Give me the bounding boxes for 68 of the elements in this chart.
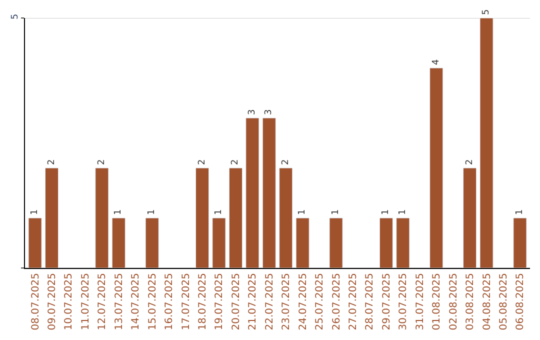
x-tick-label: 03.08.2025 xyxy=(465,273,476,330)
data-label: 1 xyxy=(398,209,408,215)
bar xyxy=(513,218,527,268)
bar xyxy=(262,118,276,268)
bar xyxy=(396,218,410,268)
data-label: 1 xyxy=(214,209,224,215)
data-label: 1 xyxy=(381,209,392,215)
data-label: 1 xyxy=(331,209,342,215)
x-tick-label: 23.07.2025 xyxy=(281,273,292,330)
bar xyxy=(28,218,42,268)
data-label: 2 xyxy=(280,159,291,165)
x-tick-label: 26.07.2025 xyxy=(331,273,342,330)
data-label: 2 xyxy=(96,159,107,165)
bar xyxy=(329,218,343,268)
x-tick-label: 14.07.2025 xyxy=(130,273,142,330)
x-tick-label: 24.07.2025 xyxy=(298,273,309,330)
x-tick-label: 08.07.2025 xyxy=(30,273,42,330)
x-tick-label: 13.07.2025 xyxy=(114,273,125,330)
bar xyxy=(44,168,59,268)
data-label: 1 xyxy=(114,209,124,215)
x-tick-label: 18.07.2025 xyxy=(198,273,208,330)
x-tick-label: 15.07.2025 xyxy=(147,273,158,330)
bar xyxy=(296,218,310,268)
bar xyxy=(279,168,293,268)
x-tick-label: 09.07.2025 xyxy=(47,273,58,330)
x-tick-label: 01.08.2025 xyxy=(432,273,443,330)
bar xyxy=(463,168,477,268)
x-tick-label: 12.07.2025 xyxy=(97,273,108,330)
x-tick-label: 19.07.2025 xyxy=(214,273,226,330)
data-label: 2 xyxy=(464,159,475,165)
bar xyxy=(95,168,109,268)
data-label: 1 xyxy=(147,209,158,215)
x-tick-label: 20.07.2025 xyxy=(230,273,242,330)
x-tick-label: 02.08.2025 xyxy=(448,273,460,330)
x-tick-label: 16.07.2025 xyxy=(164,273,176,330)
x-tick-label: 29.07.2025 xyxy=(381,273,392,330)
x-tick-label: 11.07.2025 xyxy=(80,273,92,330)
data-label: 2 xyxy=(197,159,208,165)
x-tick-label: 04.08.2025 xyxy=(482,273,493,330)
x-tick-label: 31.07.2025 xyxy=(414,273,426,330)
x-tick-label: 27.07.2025 xyxy=(348,273,359,330)
bar xyxy=(112,218,126,268)
x-tick-label: 21.07.2025 xyxy=(248,273,259,330)
data-label: 3 xyxy=(264,109,274,115)
data-label: 2 xyxy=(230,159,241,165)
x-tick-label: 17.07.2025 xyxy=(180,273,192,330)
data-label: 4 xyxy=(431,59,442,65)
bar xyxy=(430,68,444,268)
x-tick-label: 28.07.2025 xyxy=(364,273,376,330)
x-tick-label: 10.07.2025 xyxy=(64,273,75,330)
bar xyxy=(145,218,159,268)
bar xyxy=(246,118,260,268)
x-tick-label: 25.07.2025 xyxy=(314,273,326,330)
data-label: 1 xyxy=(298,209,308,215)
bar xyxy=(379,218,393,268)
data-label: 1 xyxy=(30,209,40,215)
bar xyxy=(228,168,242,268)
x-tick-label: 30.07.2025 xyxy=(398,273,410,330)
x-tick-label: 22.07.2025 xyxy=(264,273,276,330)
data-label: 3 xyxy=(247,109,258,115)
x-tick-label: 06.08.2025 xyxy=(515,273,526,330)
bar xyxy=(480,18,494,268)
bar xyxy=(195,168,210,268)
data-label: 1 xyxy=(514,209,525,215)
data-label: 5 xyxy=(482,9,492,15)
data-label: 2 xyxy=(46,159,57,165)
bar xyxy=(212,218,226,268)
x-tick-label: 05.08.2025 xyxy=(498,273,510,330)
